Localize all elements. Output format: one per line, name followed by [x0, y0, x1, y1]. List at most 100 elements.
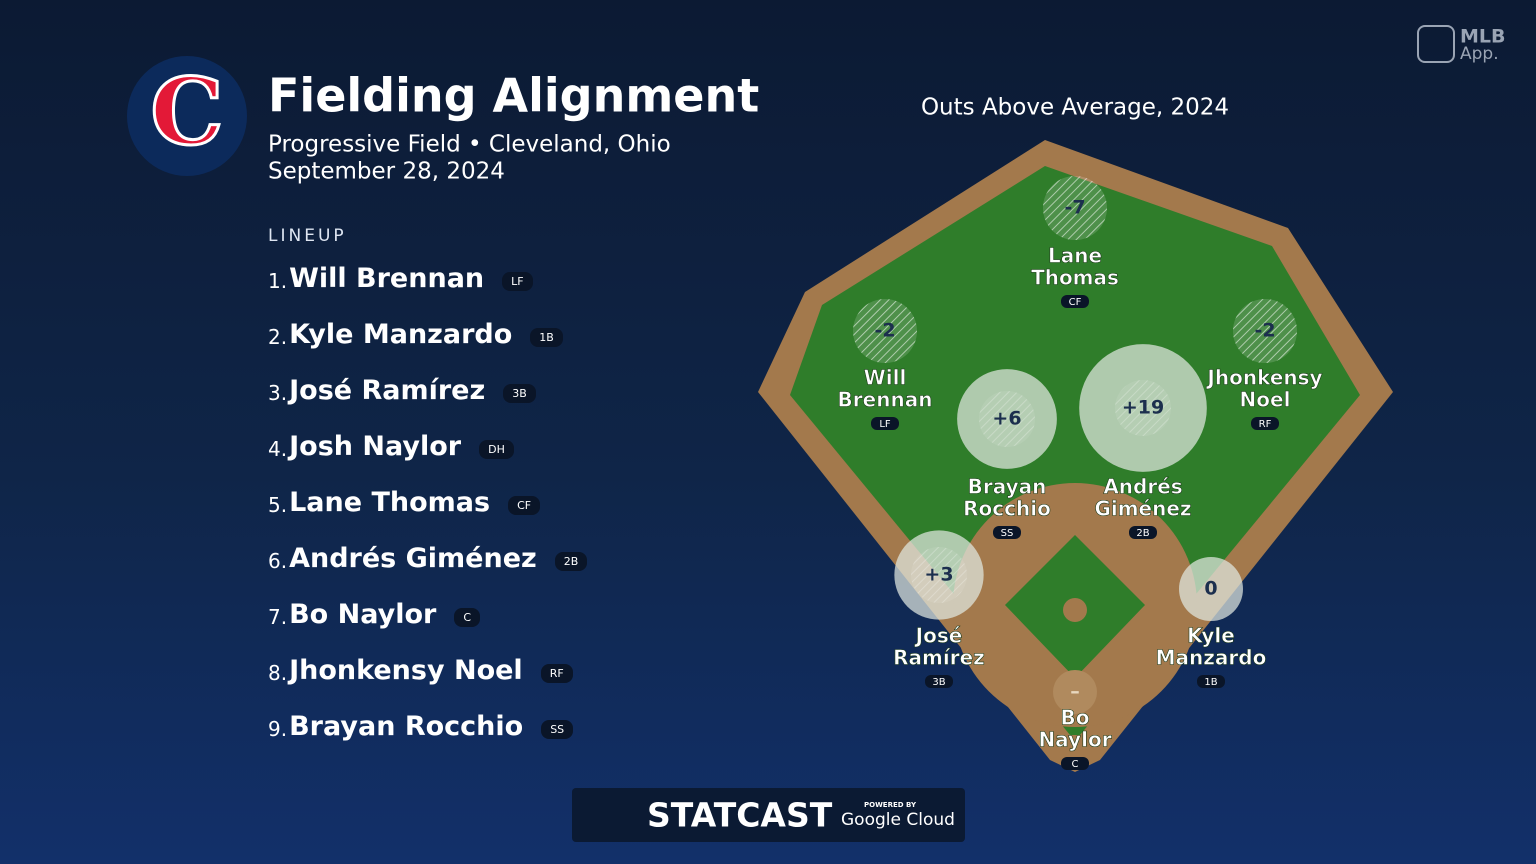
lineup-name: Josh Naylor: [289, 430, 462, 462]
player-position: C: [1072, 759, 1079, 770]
player-position: SS: [1001, 528, 1014, 539]
lineup-rank: 3.: [268, 381, 288, 405]
app-name: MLB: [1460, 26, 1506, 48]
player-position: CF: [1069, 297, 1082, 308]
title: Fielding Alignment: [268, 69, 759, 123]
lineup-name: José Ramírez: [289, 374, 486, 406]
oaa-circle: [1043, 176, 1107, 240]
oaa-circle: [853, 299, 917, 363]
player-position: 1B: [1204, 677, 1217, 688]
lineup-position: LF: [502, 271, 533, 291]
player-name: Noel: [1240, 388, 1291, 412]
lineup-rank: 2.: [268, 325, 288, 349]
lineup-name: Andrés Giménez: [289, 542, 537, 574]
lineup-rank: 7.: [268, 605, 288, 629]
lineup-rank: 6.: [268, 549, 288, 573]
app-label: App.: [1460, 44, 1499, 64]
lineup-row: 5. Lane Thomas CF: [268, 474, 587, 530]
player-name: Bo: [1061, 706, 1090, 730]
position-badge: [1129, 526, 1157, 539]
lineup-rank: 4.: [268, 437, 288, 461]
lineup-position: RF: [540, 663, 573, 683]
lineup-position: 2B: [554, 551, 588, 571]
lineup-row: 3. José Ramírez 3B: [268, 362, 587, 418]
lineup: LINEUP 1. Will Brennan LF 2. Kyle Manzardo 1B…: [268, 226, 588, 754]
position-badge: [993, 526, 1021, 539]
field-grass: [790, 166, 1360, 735]
lineup-name: Brayan Rocchio: [289, 710, 524, 742]
lineup-rank: 5.: [268, 493, 288, 517]
player-position: RF: [1259, 419, 1272, 430]
player-name: Thomas: [1031, 266, 1119, 290]
lineup-name: Lane Thomas: [289, 486, 491, 518]
lineup-name: Jhonkensy Noel: [289, 654, 523, 686]
position-badge: [1251, 417, 1279, 430]
lineup-row: 6. Andrés Giménez 2B: [268, 530, 588, 586]
oaa-core: [1115, 380, 1171, 436]
cloud: Google Cloud: [841, 810, 955, 830]
oaa-circle: [1179, 557, 1243, 621]
oaa-label: -7: [1064, 197, 1085, 219]
lineup-row: 2. Kyle Manzardo 1B: [268, 306, 587, 362]
player-name: Jhonkensy: [1205, 366, 1322, 390]
player-position: LF: [879, 419, 891, 430]
lineup-position: DH: [479, 439, 514, 459]
player-name: Brayan: [968, 475, 1047, 499]
field-title: Outs Above Average, 2024: [921, 95, 1229, 121]
player-name: Ramírez: [893, 646, 985, 670]
oaa-core: [979, 391, 1035, 447]
player-name: Naylor: [1038, 728, 1111, 752]
lineup-label: LINEUP: [268, 226, 347, 246]
oaa-label: 0: [1204, 578, 1217, 600]
lineup-row: 1. Will Brennan LF: [268, 250, 587, 306]
lineup-rank: 8.: [268, 661, 288, 685]
lineup-row: 9. Brayan Rocchio SS: [268, 698, 587, 754]
oaa-label: +6: [992, 408, 1021, 430]
oaa-label: +19: [1122, 397, 1164, 419]
lineup-position: SS: [541, 719, 574, 739]
lineup-position: C: [454, 607, 481, 627]
lineup-name: Bo Naylor: [289, 598, 437, 630]
player-name: Kyle: [1187, 624, 1235, 648]
position-badge: [925, 675, 953, 688]
lineup-position: CF: [508, 495, 541, 515]
player-name: Brennan: [838, 388, 933, 412]
lineup-name: Will Brennan: [289, 262, 485, 294]
position-badge: [1197, 675, 1225, 688]
player-name: Will: [864, 366, 907, 390]
app-icon: [1417, 25, 1455, 63]
powered-by: POWERED BY: [864, 801, 917, 809]
player-name: Andrés: [1103, 475, 1182, 499]
lineup-row: 4. Josh Naylor DH: [268, 418, 587, 474]
player-name: Rocchio: [963, 497, 1051, 521]
player-position: 3B: [932, 677, 945, 688]
oaa-circle: [1233, 299, 1297, 363]
oaa-core: [911, 547, 967, 603]
oaa-label: –: [1070, 681, 1080, 703]
player-name: José: [914, 624, 963, 648]
oaa-label: +3: [924, 564, 953, 586]
player-position: 2B: [1136, 528, 1149, 539]
lineup-rank: 1.: [268, 269, 288, 293]
oaa-label: -2: [874, 320, 895, 342]
player-name: Manzardo: [1156, 646, 1267, 670]
statcast: STATCAST: [647, 796, 833, 835]
lineup-row: 8. Jhonkensy Noel RF: [268, 642, 587, 698]
oaa-circle: [1053, 670, 1097, 714]
team-logo: C: [150, 58, 223, 166]
lineup-position: 1B: [530, 327, 563, 347]
player-name: Lane: [1048, 244, 1102, 268]
date: September 28, 2024: [268, 159, 505, 185]
lineup-name: Kyle Manzardo: [289, 318, 513, 350]
lineup-row: 7. Bo Naylor C: [268, 586, 587, 642]
player-name: Giménez: [1094, 497, 1191, 521]
position-badge: [871, 417, 899, 430]
team-logo-bg: [127, 56, 247, 176]
mound: [1063, 598, 1087, 622]
oaa-label: -2: [1254, 320, 1275, 342]
position-badge: [1061, 295, 1089, 308]
subtitle: Progressive Field • Cleveland, Ohio: [268, 132, 671, 158]
position-badge: [1061, 757, 1089, 770]
